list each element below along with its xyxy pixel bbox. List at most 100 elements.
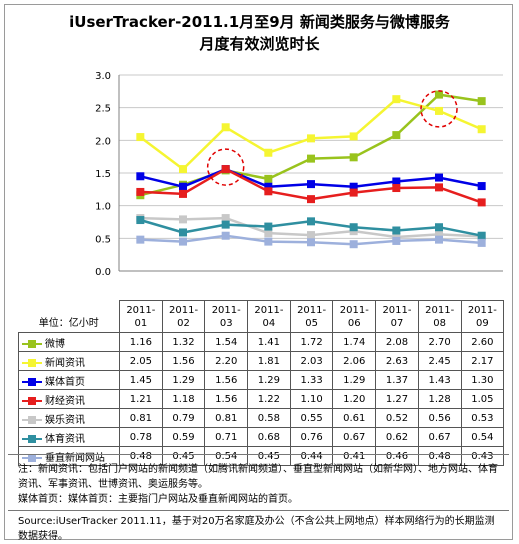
data-cell: 0.81 (204, 408, 249, 428)
data-table: 单位：亿小时 2011- 01 2011- 02 2011- 03 2011- 04 2011- 0… (18, 300, 505, 466)
table-row: 垂直新闻网站 0.48 0.45 0.54 0.45 0.44 0.41 0.46 0.48 0.… (18, 446, 505, 466)
data-point (264, 174, 273, 183)
data-point (179, 228, 187, 237)
highlight-circle (206, 148, 245, 186)
table-row: 体育资讯 0.78 0.59 0.71 0.68 0.76 0.67 0.62 0.67 0.54 (18, 427, 505, 447)
data-cell: 1.33 (289, 370, 334, 390)
data-cell: 1.32 (161, 332, 206, 352)
x-tick-label: 2011- 07 (375, 300, 419, 333)
series-name: 财经资讯 (45, 395, 85, 407)
table-row: 媒体首页 1.45 1.29 1.56 1.29 1.33 1.29 1.37 1.43 1.30 (18, 370, 505, 390)
chart-title-line1: iUserTracker-2011.1月至9月 新闻类服务与微博服务 (69, 13, 450, 31)
legend-entry: 娱乐资讯 (18, 408, 120, 428)
data-cell: 1.29 (247, 370, 291, 390)
y-tick-label: 1.5 (95, 169, 111, 180)
data-cell: 1.28 (417, 389, 462, 409)
data-cell: 0.56 (417, 408, 462, 428)
legend-entry: 财经资讯 (18, 389, 120, 409)
table-row: 微博 1.16 1.32 1.54 1.41 1.72 1.74 2.08 2.70 2.60 (18, 332, 505, 352)
data-cell: 1.43 (417, 370, 462, 390)
data-point (349, 153, 358, 162)
data-cell: 0.59 (161, 427, 206, 447)
series-name: 体育资讯 (45, 433, 85, 445)
data-point (477, 182, 486, 191)
data-point (435, 173, 443, 182)
x-tick-label: 2011- 04 (247, 300, 291, 333)
data-cell: 0.71 (204, 427, 249, 447)
data-point (307, 217, 315, 226)
data-point (477, 231, 486, 240)
legend-marker-icon (22, 358, 42, 367)
legend-entry: 新闻资讯 (18, 351, 120, 371)
data-point (179, 237, 187, 246)
data-cell: 0.43 (460, 446, 505, 466)
divider-top (8, 454, 509, 455)
footnote-media: 媒体首页：媒体首页：主要指门户网站及垂直新闻网站的首页。 (18, 494, 298, 505)
data-point (264, 187, 273, 196)
data-point (221, 165, 230, 174)
series-name: 微博 (45, 338, 65, 350)
line-chart: 0.0 0.5 1.0 1.5 2.0 2.5 3.0 (95, 71, 503, 278)
legend-entry: 体育资讯 (18, 427, 120, 447)
data-cell: 0.68 (247, 427, 291, 447)
y-tick-label: 1.0 (95, 202, 111, 213)
data-cell: 2.70 (417, 332, 462, 352)
data-point (435, 183, 443, 192)
footnote-definitions: 注：新闻资讯：包括门户网站的新闻频道（如腾讯新闻频道）、垂直型新闻网站（如新华网… (18, 462, 502, 492)
y-tick-label: 2.5 (95, 104, 111, 115)
data-cell: 1.45 (119, 370, 163, 390)
data-point (349, 240, 358, 249)
data-cell: 1.21 (119, 389, 163, 409)
data-cell: 1.54 (204, 332, 249, 352)
data-point (392, 236, 401, 245)
data-cell: 1.18 (161, 389, 206, 409)
data-point (307, 134, 315, 143)
data-cell: 1.20 (332, 389, 377, 409)
data-point (349, 132, 358, 141)
data-point (349, 223, 358, 232)
x-tick-label: 2011- 09 (460, 300, 505, 333)
data-point (179, 182, 187, 191)
data-point (179, 189, 187, 198)
table-row: 娱乐资讯 0.81 0.79 0.81 0.58 0.55 0.61 0.52 0.56 0.53 (18, 408, 505, 428)
data-point (264, 237, 273, 246)
data-point (435, 235, 443, 244)
x-tick-label: 2011- 02 (161, 300, 206, 333)
y-tick-label: 2.0 (95, 136, 111, 147)
footnote-source: Source:iUserTracker 2011.11，基于对20万名家庭及办公… (18, 516, 495, 542)
legend-entry: 媒体首页 (18, 370, 120, 390)
data-cell: 1.10 (289, 389, 334, 409)
data-cell: 1.22 (247, 389, 291, 409)
series-name: 新闻资讯 (45, 357, 85, 369)
data-cell: 1.37 (375, 370, 419, 390)
data-cell: 0.79 (161, 408, 206, 428)
data-point (136, 187, 145, 196)
data-point (349, 188, 358, 197)
data-cell: 1.29 (332, 370, 377, 390)
data-cell: 0.81 (119, 408, 163, 428)
data-point (179, 215, 187, 224)
y-tick-label: 0.5 (95, 234, 111, 245)
data-cell: 2.45 (417, 351, 462, 371)
data-point (435, 106, 443, 115)
data-point (264, 222, 273, 231)
data-cell: 0.53 (460, 408, 505, 428)
x-tick-label: 2011- 03 (204, 300, 249, 333)
data-cell: 0.54 (460, 427, 505, 447)
x-tick-label: 2011- 05 (289, 300, 334, 333)
data-cell: 0.55 (289, 408, 334, 428)
series-name: 娱乐资讯 (45, 414, 85, 426)
category-header-row: 单位：亿小时 2011- 01 2011- 02 2011- 03 2011- 04 2011- 0… (19, 300, 505, 333)
data-point (307, 154, 315, 163)
chart-title-line2: 月度有效浏览时长 (199, 35, 320, 53)
data-point (221, 231, 230, 240)
highlight-circle (420, 90, 458, 128)
x-tick-label: 2011- 06 (332, 300, 377, 333)
data-cell: 2.20 (204, 351, 249, 371)
data-point (349, 182, 358, 191)
data-cell: 1.05 (460, 389, 505, 409)
data-cell: 2.63 (375, 351, 419, 371)
data-cell: 0.48 (417, 446, 462, 466)
data-cell: 1.56 (204, 370, 249, 390)
legend-marker-icon (22, 339, 42, 348)
